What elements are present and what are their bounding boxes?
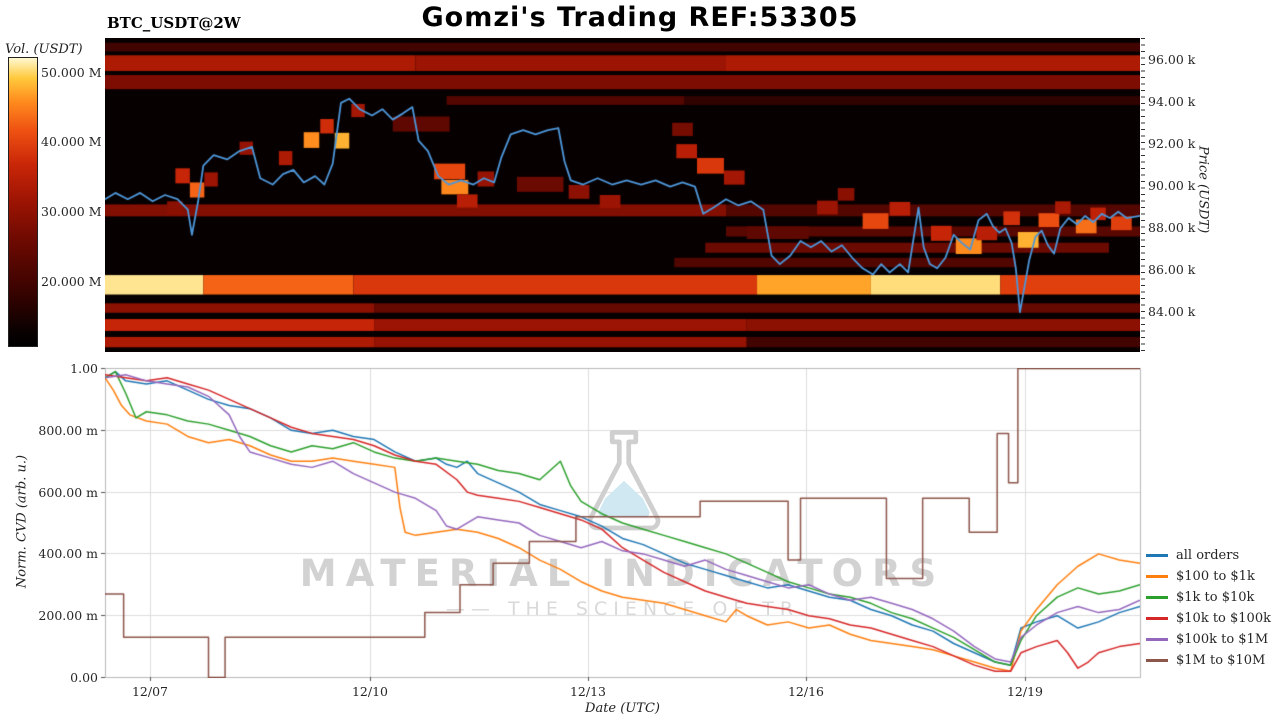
cvd-ytick: 400.00 m [38, 546, 98, 561]
colorbar-tick: 20.000 M [41, 274, 102, 289]
volume-colorbar [8, 57, 38, 347]
price-axis-label: Price (USDT) [1195, 145, 1211, 234]
cvd-ytick: 0.00 [70, 670, 98, 685]
legend-label: $100 to $1k [1176, 569, 1255, 584]
legend-item: $10k to $100k [1146, 608, 1271, 629]
legend: all orders $100 to $1k $1k to $10k $10k … [1146, 545, 1271, 671]
cvd-xtick: 12/19 [1006, 684, 1044, 699]
legend-item: all orders [1146, 545, 1271, 566]
price-tick: 90.00 k [1148, 178, 1196, 193]
symbol-label: BTC_USDT@2W [107, 14, 241, 32]
legend-swatch [1146, 617, 1168, 620]
colorbar-title: Vol. (USDT) [5, 42, 83, 57]
colorbar-gradient [9, 58, 37, 346]
legend-item: $1M to $10M [1146, 650, 1271, 671]
cvd-axis-label: Norm. CVD (arb. u.) [14, 454, 30, 589]
legend-item: $1k to $10k [1146, 587, 1271, 608]
colorbar-tick: 40.000 M [41, 134, 102, 149]
price-tick: 88.00 k [1148, 220, 1196, 235]
legend-label: $10k to $100k [1176, 611, 1271, 626]
legend-item: $100 to $1k [1146, 566, 1271, 587]
price-tick: 92.00 k [1148, 136, 1196, 151]
price-tick: 94.00 k [1148, 94, 1196, 109]
legend-label: $1M to $10M [1176, 653, 1266, 668]
colorbar-tick: 50.000 M [41, 65, 102, 80]
cvd-ytick: 800.00 m [38, 423, 98, 438]
cvd-ytick: 600.00 m [38, 485, 98, 500]
legend-swatch [1146, 596, 1168, 599]
legend-swatch [1146, 638, 1168, 641]
volume-heatmap-chart [105, 38, 1140, 352]
date-axis-label: Date (UTC) [585, 701, 660, 716]
price-axis-minor-ticks [1141, 38, 1145, 352]
colorbar-tick: 30.000 M [41, 204, 102, 219]
legend-label: $100k to $1M [1176, 632, 1269, 647]
cvd-xtick: 12/10 [351, 684, 389, 699]
legend-label: $1k to $10k [1176, 590, 1255, 605]
cvd-xtick: 12/07 [131, 684, 169, 699]
cvd-xtick: 12/16 [787, 684, 825, 699]
legend-swatch [1146, 575, 1168, 578]
price-tick: 84.00 k [1148, 304, 1196, 319]
legend-swatch [1146, 554, 1168, 557]
cvd-xtick: 12/13 [569, 684, 607, 699]
cvd-ytick: 1.00 [70, 361, 98, 376]
cvd-line-chart [105, 368, 1140, 678]
legend-item: $100k to $1M [1146, 629, 1271, 650]
price-tick: 96.00 k [1148, 52, 1196, 67]
legend-label: all orders [1176, 548, 1240, 563]
price-tick: 86.00 k [1148, 262, 1196, 277]
page-title: Gomzi's Trading REF:53305 [421, 2, 859, 33]
cvd-ytick: 200.00 m [38, 608, 98, 623]
legend-swatch [1146, 659, 1168, 662]
